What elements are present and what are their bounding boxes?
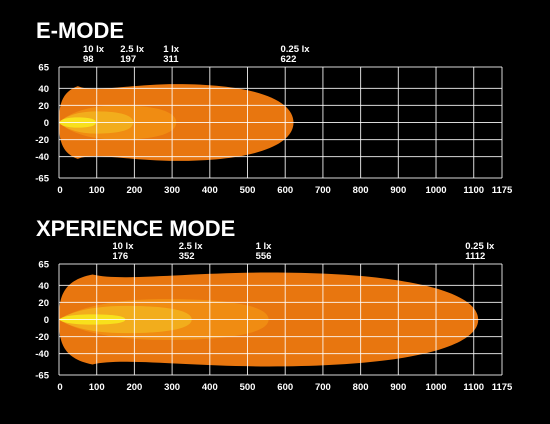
x-tick-label: 900 bbox=[390, 185, 406, 196]
x-tick-label: 1000 bbox=[425, 382, 446, 393]
x-tick-label: 200 bbox=[126, 185, 142, 196]
x-tick-label: 400 bbox=[202, 382, 218, 393]
x-tick-label: 100 bbox=[89, 382, 105, 393]
lux-marker-distance: 556 bbox=[256, 251, 272, 262]
x-tick-label: 800 bbox=[353, 382, 369, 393]
x-tick-label: 300 bbox=[164, 185, 180, 196]
y-tick-label: 65 bbox=[38, 260, 49, 271]
chart-title: E-MODE bbox=[36, 18, 124, 43]
x-tick-label: 800 bbox=[353, 185, 369, 196]
y-tick-label: 40 bbox=[38, 281, 49, 292]
lux-marker-distance: 98 bbox=[83, 54, 94, 65]
lux-marker-label: 0.25 lx bbox=[465, 241, 495, 252]
lux-marker-label: 2.5 lx bbox=[179, 241, 203, 252]
y-tick-label: 0 bbox=[44, 315, 49, 326]
y-tick-label: 65 bbox=[38, 63, 49, 74]
x-tick-label: 400 bbox=[202, 185, 218, 196]
x-tick-label: 300 bbox=[164, 382, 180, 393]
x-tick-label: 600 bbox=[277, 382, 293, 393]
y-tick-label: -40 bbox=[35, 349, 49, 360]
x-tick-label: 1000 bbox=[425, 185, 446, 196]
lux-marker-distance: 176 bbox=[112, 251, 128, 262]
lux-marker-label: 0.25 lx bbox=[281, 44, 311, 55]
lux-marker-distance: 311 bbox=[163, 54, 179, 65]
y-tick-label: -65 bbox=[35, 371, 49, 382]
y-tick-label: -40 bbox=[35, 152, 49, 163]
lux-marker-label: 10 lx bbox=[112, 241, 134, 252]
lux-marker-label: 1 lx bbox=[163, 44, 180, 55]
x-tick-label: 600 bbox=[277, 185, 293, 196]
y-tick-label: 40 bbox=[38, 84, 49, 95]
y-tick-label: 0 bbox=[44, 118, 49, 129]
chart-title: XPERIENCE MODE bbox=[36, 216, 235, 241]
lux-marker-label: 2.5 lx bbox=[120, 44, 144, 55]
x-tick-label: 1100 bbox=[463, 382, 484, 393]
x-tick-label: 500 bbox=[240, 382, 256, 393]
x-tick-label: 1100 bbox=[463, 185, 484, 196]
x-tick-label: 700 bbox=[315, 185, 331, 196]
x-tick-label: 0 bbox=[57, 382, 62, 393]
lux-marker-distance: 1112 bbox=[465, 251, 485, 262]
lux-marker-distance: 352 bbox=[179, 251, 195, 262]
y-tick-label: -20 bbox=[35, 135, 49, 146]
y-tick-label: -20 bbox=[35, 332, 49, 343]
x-tick-label: 0 bbox=[57, 185, 62, 196]
lux-marker-distance: 197 bbox=[120, 54, 136, 65]
x-tick-label: 1175 bbox=[492, 382, 513, 393]
lux-marker-label: 1 lx bbox=[256, 241, 273, 252]
y-tick-label: 20 bbox=[38, 298, 49, 309]
x-tick-label: 200 bbox=[126, 382, 142, 393]
lux-marker-label: 10 lx bbox=[83, 44, 105, 55]
x-tick-label: 100 bbox=[89, 185, 105, 196]
y-tick-label: 20 bbox=[38, 101, 49, 112]
x-tick-label: 500 bbox=[240, 185, 256, 196]
x-tick-label: 1175 bbox=[492, 185, 513, 196]
x-tick-label: 900 bbox=[390, 382, 406, 393]
lux-marker-distance: 622 bbox=[281, 54, 297, 65]
y-tick-label: -65 bbox=[35, 174, 49, 185]
x-tick-label: 700 bbox=[315, 382, 331, 393]
